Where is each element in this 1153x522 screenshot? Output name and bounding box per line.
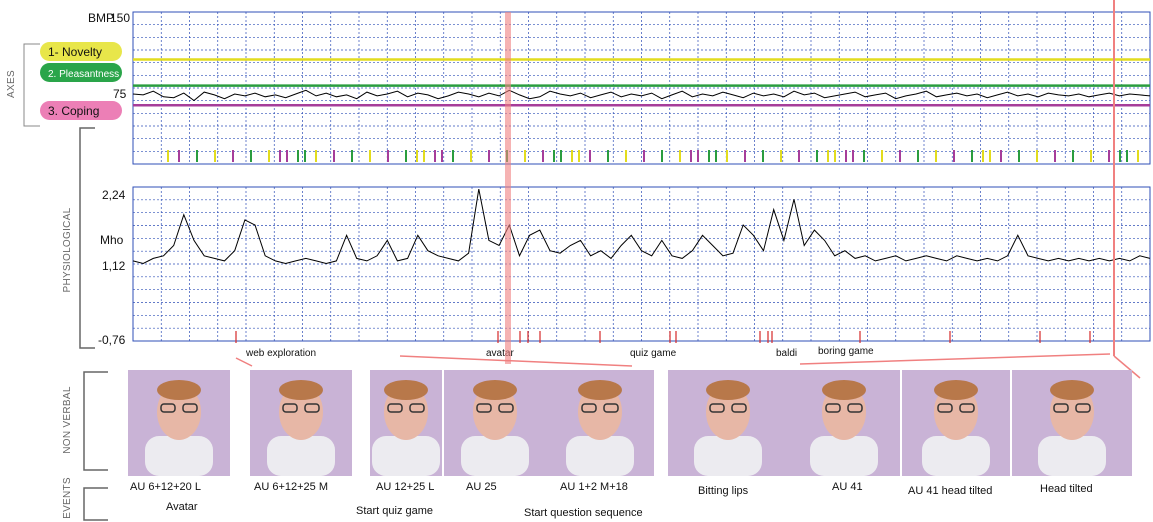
axis-pill-label-3: 3. Coping: [48, 104, 99, 118]
bottom-y-tick-min: -0,76: [98, 333, 126, 347]
photo-glasses-left: [1053, 403, 1069, 413]
photo-glasses-left: [476, 403, 492, 413]
photo-7: [788, 370, 900, 476]
top-y-label: BMP: [88, 11, 114, 25]
photo-4: [444, 370, 546, 476]
photo-glasses-left: [581, 403, 597, 413]
event-caption-question: Start question sequence: [524, 507, 643, 519]
photo-shoulders: [810, 436, 878, 476]
side-label-axes: AXES: [6, 70, 17, 98]
bracket-non-verbal: [83, 371, 108, 471]
photo-glasses-right: [182, 403, 198, 413]
photo-glasses-left: [937, 403, 953, 413]
photo-glasses-left: [282, 403, 298, 413]
photo-caption-6: Bitting lips: [698, 485, 749, 497]
axis-pill-label-2: 2. Pleasantness: [48, 69, 119, 80]
photo-glasses-right: [304, 403, 320, 413]
zoom-line-right-b: [1113, 355, 1141, 379]
photo-shoulders: [566, 436, 634, 476]
event-label-boring-game: boring game: [818, 346, 874, 357]
photo-caption-5: AU 1+2 M+18: [560, 481, 628, 493]
skin-conductance-line: [132, 189, 1151, 265]
photo-glasses-left: [160, 403, 176, 413]
event-caption-avatar: Avatar: [166, 501, 198, 513]
photo-hair: [279, 380, 323, 400]
photo-hair: [934, 380, 978, 400]
bracket-physiological: [79, 127, 95, 349]
photo-shoulders: [145, 436, 213, 476]
side-label-physiological: PHYSIOLOGICAL: [62, 207, 73, 292]
photo-shoulders: [694, 436, 762, 476]
bracket-axes: [23, 43, 40, 127]
photo-6: [668, 370, 788, 476]
zoom-line-left-a: [235, 357, 253, 367]
photo-shoulders: [372, 436, 440, 476]
axis-pill-1: [40, 42, 122, 61]
event-label-avatar: avatar: [486, 348, 514, 359]
photo-shoulders: [922, 436, 990, 476]
side-label-non-verbal: NON VERBAL: [62, 386, 73, 454]
photo-glasses-left: [709, 403, 725, 413]
photo-glasses-left: [387, 403, 403, 413]
photo-hair: [157, 380, 201, 400]
photo-hair: [822, 380, 866, 400]
photo-glasses-right: [731, 403, 747, 413]
axis-legend: 1- Novelty 2. Pleasantness 3. Coping: [40, 42, 122, 120]
photo-5: [546, 370, 654, 476]
photo-2: [250, 370, 352, 476]
photo-shoulders: [461, 436, 529, 476]
photo-hair: [1050, 380, 1094, 400]
photo-8: [902, 370, 1010, 476]
zoom-line-left-b: [399, 355, 633, 367]
photo-hair: [384, 380, 428, 400]
axis-pill-label-1: 1- Novelty: [48, 45, 102, 59]
photo-caption-3: AU 12+25 L: [376, 481, 434, 493]
photo-glasses-right: [1075, 403, 1091, 413]
event-label-baldi: baldi: [776, 348, 797, 359]
photo-hair: [706, 380, 750, 400]
bottom-y-label: Mho: [100, 233, 124, 247]
photo-glasses-right: [959, 403, 975, 413]
photo-caption-7: AU 41: [832, 481, 863, 493]
skin-conductance-chart: [132, 186, 1151, 343]
bottom-y-tick-max: 2,24: [102, 188, 126, 202]
zoom-line-right-a: [799, 353, 1111, 365]
top-y-tick-75: 75: [113, 87, 127, 101]
axis-pill-3: [40, 101, 122, 120]
photo-glasses-right: [498, 403, 514, 413]
photo-caption-1: AU 6+12+20 L: [130, 481, 201, 493]
bottom-y-tick-mid: 1,12: [102, 259, 126, 273]
photo-1: [128, 370, 230, 476]
heart-rate-chart: [132, 11, 1151, 165]
photo-glasses-left: [825, 403, 841, 413]
photo-hair: [473, 380, 517, 400]
photo-glasses-right: [409, 403, 425, 413]
side-label-events: EVENTS: [62, 477, 73, 519]
photo-3: [370, 370, 442, 476]
event-label-quiz-game: quiz game: [630, 348, 677, 359]
photo-caption-8: AU 41 head tilted: [908, 485, 992, 497]
photo-glasses-right: [847, 403, 863, 413]
photo-caption-4: AU 25: [466, 481, 497, 493]
photo-caption-9: Head tilted: [1040, 483, 1093, 495]
axis-pill-2: [40, 63, 122, 82]
photo-strip: [128, 370, 1132, 476]
photo-hair: [578, 380, 622, 400]
bracket-events: [83, 487, 108, 521]
event-label-web-exploration: web exploration: [245, 348, 316, 359]
photo-9: [1012, 370, 1132, 476]
photo-caption-2: AU 6+12+25 M: [254, 481, 328, 493]
top-y-tick-150: 150: [110, 11, 130, 25]
event-caption-quiz: Start quiz game: [356, 505, 433, 517]
highlight-bar-avatar: [505, 12, 511, 364]
photo-shoulders: [1038, 436, 1106, 476]
photo-shoulders: [267, 436, 335, 476]
heart-rate-line: [132, 89, 1151, 102]
photo-glasses-right: [603, 403, 619, 413]
